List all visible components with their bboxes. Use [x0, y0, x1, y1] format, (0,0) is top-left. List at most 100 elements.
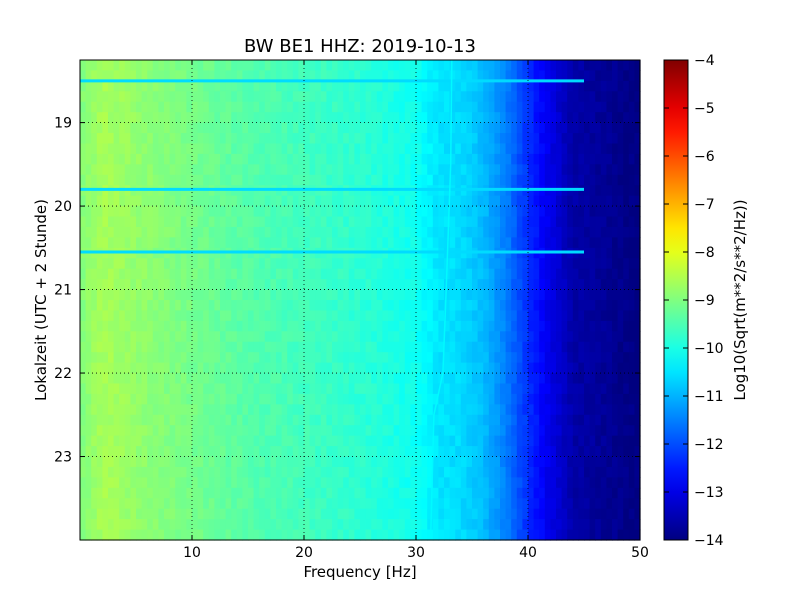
heatmap-cell: [628, 341, 635, 353]
heatmap-cell: [108, 91, 115, 103]
heatmap-cell: [511, 80, 518, 92]
heatmap-cell: [309, 91, 316, 103]
heatmap-cell: [393, 153, 400, 165]
heatmap-cell: [147, 195, 154, 207]
heatmap-cell: [175, 508, 182, 520]
heatmap-cell: [130, 60, 137, 72]
heatmap-cell: [337, 320, 344, 332]
heatmap-cell: [623, 133, 630, 145]
heatmap-cell: [617, 310, 624, 322]
heatmap-cell: [220, 393, 227, 405]
heatmap-cell: [337, 435, 344, 447]
heatmap-cell: [416, 268, 423, 280]
heatmap-cell: [354, 289, 361, 301]
heatmap-cell: [158, 477, 165, 489]
heatmap-cell: [119, 164, 126, 176]
heatmap-cell: [511, 289, 518, 301]
heatmap-cell: [152, 80, 159, 92]
heatmap-cell: [371, 164, 378, 176]
heatmap-cell: [528, 258, 535, 270]
heatmap-cell: [460, 519, 467, 531]
heatmap-cell: [315, 80, 322, 92]
heatmap-cell: [505, 373, 512, 385]
heatmap-cell: [175, 174, 182, 186]
heatmap-cell: [561, 279, 568, 291]
heatmap-cell: [281, 133, 288, 145]
heatmap-cell: [192, 466, 199, 478]
heatmap-cell: [169, 414, 176, 426]
heatmap-cell: [158, 487, 165, 499]
heatmap-cell: [253, 80, 260, 92]
heatmap-cell: [175, 60, 182, 72]
heatmap-cell: [147, 508, 154, 520]
heatmap-cell: [287, 122, 294, 134]
heatmap-cell: [634, 153, 641, 165]
heatmap-cell: [533, 122, 540, 134]
heatmap-cell: [141, 362, 148, 374]
heatmap-cell: [612, 122, 619, 134]
heatmap-cell: [371, 435, 378, 447]
heatmap-cell: [371, 487, 378, 499]
heatmap-cell: [180, 477, 187, 489]
heatmap-cell: [466, 133, 473, 145]
heatmap-cell: [550, 300, 557, 312]
heatmap-cell: [449, 529, 456, 541]
heatmap-cell: [376, 226, 383, 238]
heatmap-cell: [376, 206, 383, 218]
heatmap-cell: [561, 226, 568, 238]
heatmap-cell: [544, 519, 551, 531]
heatmap-cell: [584, 320, 591, 332]
heatmap-cell: [203, 268, 210, 280]
heatmap-cell: [175, 456, 182, 468]
heatmap-cell: [225, 60, 232, 72]
heatmap-cell: [371, 393, 378, 405]
heatmap-cell: [309, 226, 316, 238]
heatmap-cell: [287, 226, 294, 238]
heatmap-cell: [158, 237, 165, 249]
heatmap-cell: [253, 404, 260, 416]
heatmap-cell: [578, 101, 585, 113]
heatmap-cell: [516, 80, 523, 92]
heatmap-cell: [600, 101, 607, 113]
heatmap-cell: [365, 393, 372, 405]
heatmap-cell: [113, 206, 120, 218]
heatmap-cell: [477, 425, 484, 437]
heatmap-cell: [287, 404, 294, 416]
heatmap-cell: [516, 226, 523, 238]
heatmap-cell: [304, 258, 311, 270]
heatmap-cell: [326, 446, 333, 458]
heatmap-cell: [522, 268, 529, 280]
heatmap-cell: [332, 425, 339, 437]
heatmap-cell: [516, 289, 523, 301]
heatmap-cell: [152, 268, 159, 280]
heatmap-cell: [326, 466, 333, 478]
heatmap-cell: [152, 237, 159, 249]
heatmap-cell: [360, 466, 367, 478]
heatmap-cell: [617, 279, 624, 291]
heatmap-cell: [147, 529, 154, 541]
heatmap-cell: [460, 300, 467, 312]
heatmap-cell: [416, 362, 423, 374]
heatmap-cell: [253, 164, 260, 176]
heatmap-cell: [477, 477, 484, 489]
heatmap-cell: [584, 446, 591, 458]
heatmap-cell: [416, 237, 423, 249]
heatmap-cell: [276, 226, 283, 238]
heatmap-cell: [438, 153, 445, 165]
heatmap-cell: [141, 258, 148, 270]
heatmap-cell: [248, 466, 255, 478]
heatmap-cell: [225, 122, 232, 134]
heatmap-cell: [175, 195, 182, 207]
heatmap-cell: [348, 446, 355, 458]
heatmap-cell: [371, 268, 378, 280]
heatmap-cell: [253, 498, 260, 510]
heatmap-cell: [136, 404, 143, 416]
heatmap-cell: [281, 216, 288, 228]
heatmap-cell: [214, 91, 221, 103]
heatmap-cell: [197, 206, 204, 218]
heatmap-cell: [533, 268, 540, 280]
heatmap-cell: [612, 466, 619, 478]
heatmap-cell: [175, 466, 182, 478]
heatmap-cell: [410, 80, 417, 92]
heatmap-cell: [259, 91, 266, 103]
